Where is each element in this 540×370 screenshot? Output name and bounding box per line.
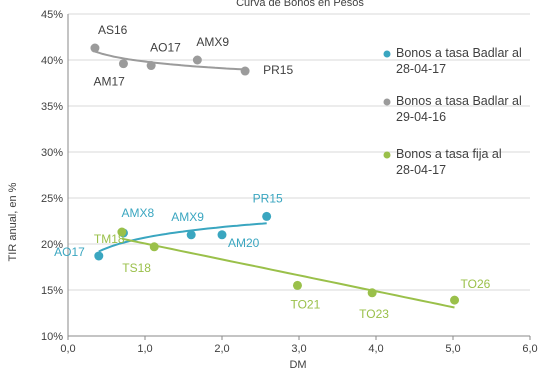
point-label: PR15 <box>263 63 293 77</box>
point-label: AMX9 <box>196 35 229 49</box>
x-tick-label: 5,0 <box>445 343 460 355</box>
x-tick-label: 0,0 <box>60 343 75 355</box>
chart-title: Curva de Bonos en Pesos <box>236 0 364 9</box>
y-tick-label: 25% <box>41 193 63 205</box>
data-point <box>262 211 272 221</box>
point-label: TS18 <box>122 261 151 275</box>
point-label: TO26 <box>461 277 491 291</box>
point-label: AMX9 <box>171 210 204 224</box>
point-label: TM18 <box>94 232 125 246</box>
point-label: TO21 <box>290 297 320 311</box>
point-label: AO17 <box>54 245 85 259</box>
point-labels: AO17 AMX8 AMX9 AM20 PR15 AS16 AM17 AO17 AMX9 PR15… <box>54 23 491 321</box>
y-tick-label: 45% <box>41 9 63 21</box>
y-tick-label: 20% <box>41 239 63 251</box>
x-tick-label: 3,0 <box>291 343 306 355</box>
data-point <box>367 288 377 298</box>
x-tick-label: 6,0 <box>522 343 537 355</box>
x-tick-label: 4,0 <box>368 343 383 355</box>
trend-line <box>94 50 246 71</box>
data-point <box>118 59 128 69</box>
data-point <box>186 230 196 240</box>
data-point <box>217 230 227 240</box>
legend-marker <box>383 50 391 58</box>
legend: Bonos a tasa Badlar al 28-04-17 Bonos a ta… <box>383 46 522 177</box>
trend-line <box>98 222 267 253</box>
y-tick-label: 15% <box>41 285 63 297</box>
point-label: AM17 <box>93 75 125 89</box>
y-axis-label: TIR anual, en % <box>7 182 19 261</box>
data-point <box>117 227 127 237</box>
data-point <box>146 61 156 71</box>
data-point <box>192 55 202 65</box>
data-point <box>149 242 159 252</box>
data-point <box>292 280 302 290</box>
legend-label: Bonos a tasa fija al 28-04-17 <box>396 147 502 177</box>
x-axis-label: DM <box>289 359 306 370</box>
point-label: AO17 <box>150 41 181 55</box>
point-label: TO23 <box>359 307 389 321</box>
legend-label: Bonos a tasa Badlar al 29-04-16 <box>396 94 522 124</box>
legend-marker <box>383 151 391 159</box>
x-tick-label: 2,0 <box>214 343 229 355</box>
data-point <box>240 66 250 76</box>
y-tick-label: 40% <box>41 55 63 67</box>
legend-marker <box>383 98 391 106</box>
point-label: AM20 <box>228 236 260 250</box>
point-label: PR15 <box>253 191 283 205</box>
y-tick-label: 30% <box>41 147 63 159</box>
trend-line <box>121 237 455 309</box>
data-points <box>90 43 460 305</box>
point-label: AMX8 <box>121 206 154 220</box>
data-point <box>450 295 460 305</box>
x-tick-label: 1,0 <box>137 343 152 355</box>
y-tick-label: 35% <box>41 101 63 113</box>
legend-label: Bonos a tasa Badlar al 28-04-17 <box>396 46 522 76</box>
axis-ticks: 10% 15% 20% 25% 30% 35% 40% 45% 0,0 1,0 2,0 3,0 4,0 5… <box>41 9 538 355</box>
point-label: AS16 <box>98 23 128 37</box>
data-point <box>94 251 104 261</box>
y-tick-label: 10% <box>41 331 63 343</box>
trend-lines <box>94 50 455 309</box>
data-point <box>90 43 100 53</box>
